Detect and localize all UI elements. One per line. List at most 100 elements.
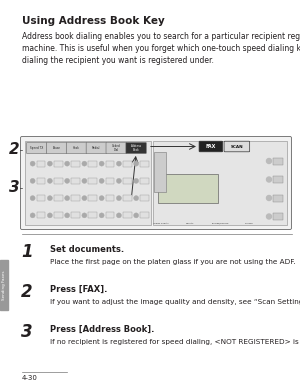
Circle shape [82,161,87,166]
Text: FAX: FAX [206,144,216,149]
Bar [123,178,131,184]
Bar [54,212,62,218]
FancyBboxPatch shape [46,142,67,154]
Bar [71,212,80,218]
Bar [140,212,149,218]
Circle shape [99,161,104,166]
Text: 2: 2 [21,283,33,301]
Bar [71,195,80,201]
Text: Press [Address Book].: Press [Address Book]. [50,325,154,334]
Bar [106,195,114,201]
Circle shape [30,178,35,183]
Circle shape [30,213,35,218]
Text: Pause: Pause [52,146,61,150]
Text: 4-30: 4-30 [22,375,38,381]
Bar [37,195,45,201]
Circle shape [47,161,52,166]
Circle shape [64,196,70,201]
Text: Sending Faxes: Sending Faxes [2,270,6,300]
Circle shape [30,161,35,166]
Bar [158,174,218,203]
Bar [106,161,114,167]
Bar [37,178,45,184]
Text: Address book dialing enables you to search for a particular recipient registered: Address book dialing enables you to sear… [22,32,300,64]
Circle shape [82,213,87,218]
Circle shape [266,214,272,219]
Bar [140,178,149,184]
FancyBboxPatch shape [199,141,223,152]
Bar [54,195,62,201]
Text: Enlarge/Reduce: Enlarge/Reduce [211,222,229,224]
Text: Place the first page on the platen glass if you are not using the ADF.: Place the first page on the platen glass… [50,259,296,265]
Bar [88,195,97,201]
Circle shape [47,196,52,201]
FancyBboxPatch shape [20,137,292,230]
Circle shape [64,213,70,218]
Bar [71,178,80,184]
Circle shape [47,178,52,183]
Circle shape [116,213,122,218]
Circle shape [47,213,52,218]
Circle shape [134,196,139,201]
Bar [273,176,283,183]
Bar [25,141,151,225]
Circle shape [134,161,139,166]
Bar [273,213,283,220]
Circle shape [99,196,104,201]
Circle shape [82,196,87,201]
FancyBboxPatch shape [224,141,250,152]
Text: 1: 1 [21,243,33,261]
Circle shape [134,178,139,183]
Bar [106,212,114,218]
Bar [71,161,80,167]
Text: Press [FAX].: Press [FAX]. [50,285,107,294]
Bar [153,141,287,225]
Bar [88,212,97,218]
Text: Density: Density [186,223,195,224]
Bar [154,151,166,192]
Bar [0,260,8,310]
Bar [54,161,62,167]
Text: 2-Sided: 2-Sided [245,223,254,224]
Text: Address
Book: Address Book [130,144,142,152]
Bar [140,195,149,201]
Text: If you want to adjust the image quality and density, see “Scan Settings,” on p. : If you want to adjust the image quality … [50,299,300,305]
Circle shape [116,178,122,183]
Bar [88,178,97,184]
Circle shape [64,161,70,166]
Bar [37,212,45,218]
Bar [37,161,45,167]
Circle shape [99,178,104,183]
FancyBboxPatch shape [66,142,87,154]
Bar [54,178,62,184]
Circle shape [82,178,87,183]
Bar [123,195,131,201]
Text: Set documents.: Set documents. [50,245,124,254]
Circle shape [64,178,70,183]
Text: Hook: Hook [73,146,80,150]
Bar [123,212,131,218]
Bar [273,195,283,201]
Text: If no recipient is registered for speed dialing, <NOT REGISTERED> is displayed.: If no recipient is registered for speed … [50,339,300,345]
Text: 3: 3 [21,323,33,341]
FancyBboxPatch shape [86,142,106,154]
Circle shape [99,213,104,218]
FancyBboxPatch shape [26,142,47,154]
Circle shape [266,177,272,182]
Bar [88,161,97,167]
Circle shape [266,195,272,200]
Circle shape [266,159,272,164]
Text: Speed TX: Speed TX [30,146,43,150]
Text: Image Quality: Image Quality [153,223,169,224]
Text: SCAN: SCAN [231,144,243,149]
Bar [123,161,131,167]
Bar [140,161,149,167]
Text: Redial: Redial [92,146,100,150]
FancyBboxPatch shape [106,142,126,154]
FancyBboxPatch shape [126,142,146,154]
Text: Using Address Book Key: Using Address Book Key [22,16,165,26]
Text: 2: 2 [9,142,19,157]
Circle shape [116,161,122,166]
Text: 3: 3 [9,180,19,195]
Circle shape [30,196,35,201]
